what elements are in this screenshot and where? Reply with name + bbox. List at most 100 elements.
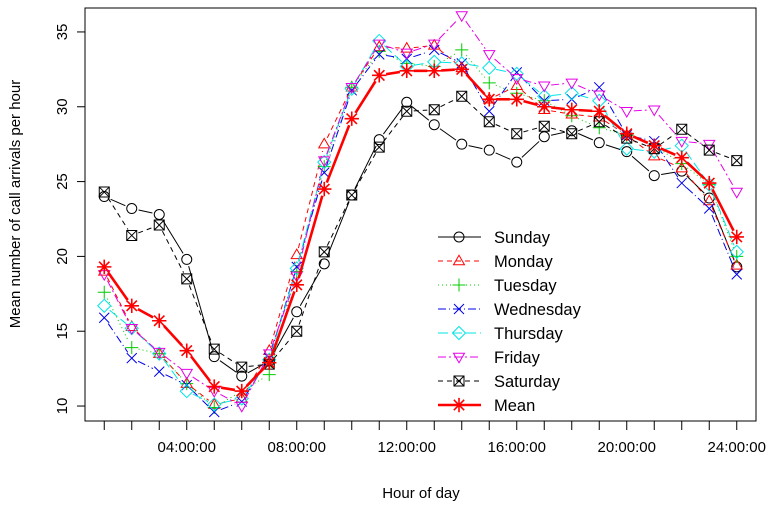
data-point: [621, 146, 633, 158]
data-point: [317, 156, 331, 168]
series-line-segment: [604, 124, 622, 136]
series-line-segment: [325, 96, 351, 167]
legend-label: Mean: [494, 397, 535, 415]
series-line-segment: [162, 220, 184, 254]
data-point: [400, 41, 414, 53]
legend-label: Thursday: [494, 325, 564, 343]
legend-entry-friday: Friday: [438, 349, 541, 367]
data-point: [511, 156, 523, 168]
data-point: [152, 346, 167, 361]
series-line-segment: [631, 155, 650, 172]
series-line-segment: [523, 79, 538, 85]
legend-entry-tuesday: Tuesday: [438, 277, 557, 295]
series-line-segment: [106, 277, 130, 321]
series-line-segment: [165, 374, 181, 383]
data-point: [208, 343, 220, 355]
data-point: [317, 181, 332, 197]
data-point: [290, 248, 304, 260]
data-point: [262, 368, 276, 382]
y-tick-label: 10: [54, 398, 71, 415]
legend: Sunday Monday Tuesday Wednesday Thursday Frid…: [438, 229, 582, 415]
data-point: [152, 347, 166, 359]
data-point: [98, 312, 110, 324]
series-line-segment: [109, 309, 127, 325]
data-point: [427, 39, 441, 51]
data-point: [593, 116, 605, 128]
data-point: [125, 323, 139, 335]
series-line-segment: [660, 158, 676, 166]
data-point: [400, 48, 414, 60]
series-line-segment: [711, 207, 735, 260]
series-line-segment: [550, 131, 566, 136]
series-saturday: [98, 90, 743, 373]
data-point: [730, 258, 744, 270]
series-line-segment: [385, 45, 401, 52]
data-point: [153, 366, 165, 377]
series-line-segment: [465, 20, 486, 49]
series-line-segment: [492, 77, 514, 106]
series-line-segment: [270, 273, 296, 352]
series-line-segment: [107, 323, 129, 353]
series-line-segment: [494, 58, 512, 75]
y-tick-label: 25: [54, 173, 71, 190]
data-point: [427, 63, 442, 79]
legend-label: Tuesday: [494, 277, 557, 295]
series-line-segment: [326, 93, 350, 139]
data-point: [97, 298, 112, 313]
series-line-segment: [578, 108, 593, 113]
data-point: [482, 60, 497, 76]
series-line-segment: [551, 83, 565, 86]
data-point: [538, 131, 550, 143]
y-tick-label: 30: [54, 98, 71, 115]
series-line-segment: [192, 387, 209, 401]
legend-marker: [451, 325, 467, 341]
data-point: [208, 406, 220, 418]
legend-marker: [453, 303, 465, 315]
series-line-segment: [137, 307, 154, 319]
data-point: [455, 11, 469, 23]
series-line-segment: [577, 85, 594, 93]
data-point: [180, 368, 194, 380]
data-point: [291, 325, 303, 337]
data-point: [372, 68, 387, 83]
series-line-segment: [495, 84, 511, 92]
data-point: [401, 105, 413, 117]
series-tuesday: [97, 43, 744, 415]
series-line-segment: [326, 201, 350, 258]
data-point: [482, 76, 496, 90]
data-point: [181, 273, 193, 285]
data-point: [593, 137, 605, 149]
data-point: [208, 351, 220, 363]
data-point: [126, 203, 138, 215]
series-line-segment: [523, 99, 538, 107]
data-point: [427, 38, 441, 50]
data-point: [676, 123, 688, 135]
series-line-segment: [495, 124, 511, 132]
series-line-segment: [326, 93, 350, 155]
y-axis: 10 15 20 25 30 35: [54, 24, 85, 415]
series-line-segment: [220, 393, 236, 404]
series-sunday: [98, 96, 743, 382]
series-line-segment: [273, 336, 293, 360]
data-point: [236, 370, 248, 382]
data-point: [153, 209, 165, 220]
series-line-segment: [137, 360, 154, 369]
data-point: [675, 161, 689, 173]
legend-label: Sunday: [494, 229, 551, 247]
data-point: [234, 383, 249, 399]
series-line-segment: [298, 258, 323, 325]
series-line-segment: [354, 80, 377, 114]
series-line-segment: [661, 171, 675, 175]
series-line-segment: [138, 209, 153, 214]
series-line-segment: [660, 147, 676, 157]
series-line-segment: [633, 109, 648, 112]
data-point: [126, 229, 138, 241]
data-point: [318, 246, 330, 258]
series-line-segment: [192, 376, 209, 388]
series-line-segment: [413, 45, 428, 52]
series-line-segment: [712, 149, 734, 187]
data-point: [126, 352, 138, 364]
series-line-segment: [138, 226, 153, 234]
data-point: [401, 96, 413, 108]
series-line-segment: [550, 127, 566, 133]
